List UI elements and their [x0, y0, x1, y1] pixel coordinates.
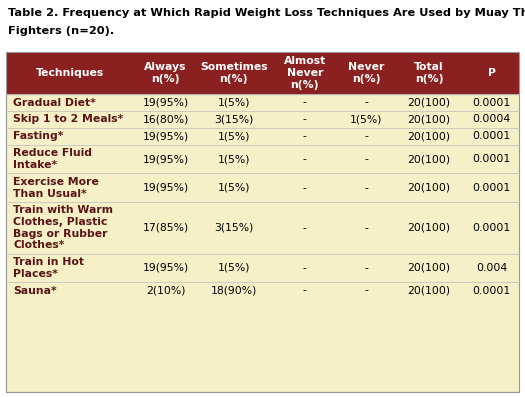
- Text: 19(95%): 19(95%): [142, 183, 189, 193]
- Bar: [6, 52, 519, 392]
- Text: 0.0004: 0.0004: [472, 114, 511, 125]
- Text: 17(85%): 17(85%): [142, 223, 189, 233]
- Text: 1(5%): 1(5%): [217, 263, 250, 273]
- Text: 0.0001: 0.0001: [472, 285, 511, 295]
- Text: Train with Warm
Clothes, Plastic
Bags or Rubber
Clothes*: Train with Warm Clothes, Plastic Bags or…: [13, 205, 113, 250]
- Text: 1(5%): 1(5%): [217, 183, 250, 193]
- Text: Sometimes
n(%): Sometimes n(%): [200, 62, 268, 84]
- Text: P: P: [488, 68, 496, 78]
- Text: 1(5%): 1(5%): [217, 131, 250, 141]
- Text: -: -: [303, 154, 307, 164]
- Text: Gradual Diet*: Gradual Diet*: [13, 98, 96, 108]
- Text: -: -: [303, 98, 307, 108]
- Text: 0.004: 0.004: [476, 263, 507, 273]
- Text: 3(15%): 3(15%): [214, 114, 254, 125]
- Text: Fighters (n=20).: Fighters (n=20).: [8, 26, 114, 36]
- Text: 20(100): 20(100): [407, 223, 450, 233]
- Text: -: -: [303, 263, 307, 273]
- Text: Reduce Fluid
Intake*: Reduce Fluid Intake*: [13, 148, 92, 170]
- Text: Always
n(%): Always n(%): [144, 62, 187, 84]
- Text: Table 2. Frequency at Which Rapid Weight Loss Techniques Are Used by Muay Thai: Table 2. Frequency at Which Rapid Weight…: [8, 8, 525, 18]
- Text: -: -: [364, 285, 368, 295]
- Text: Sauna*: Sauna*: [13, 285, 57, 295]
- Text: 19(95%): 19(95%): [142, 98, 189, 108]
- Text: Skip 1 to 2 Meals*: Skip 1 to 2 Meals*: [13, 114, 123, 125]
- Text: 18(90%): 18(90%): [211, 285, 257, 295]
- Text: 0.0001: 0.0001: [472, 131, 511, 141]
- Text: -: -: [364, 223, 368, 233]
- Text: 2(10%): 2(10%): [146, 285, 185, 295]
- Text: Fasting*: Fasting*: [13, 131, 64, 141]
- Text: 19(95%): 19(95%): [142, 263, 189, 273]
- Text: Techniques: Techniques: [36, 68, 104, 78]
- Text: -: -: [303, 223, 307, 233]
- Text: 20(100): 20(100): [407, 98, 450, 108]
- Text: 20(100): 20(100): [407, 183, 450, 193]
- Text: 19(95%): 19(95%): [142, 131, 189, 141]
- Text: -: -: [303, 285, 307, 295]
- Text: -: -: [303, 114, 307, 125]
- Text: -: -: [364, 131, 368, 141]
- Text: 0.0001: 0.0001: [472, 183, 511, 193]
- Text: Train in Hot
Places*: Train in Hot Places*: [13, 257, 84, 279]
- Text: 20(100): 20(100): [407, 154, 450, 164]
- Text: 19(95%): 19(95%): [142, 154, 189, 164]
- Text: 20(100): 20(100): [407, 131, 450, 141]
- Text: 1(5%): 1(5%): [217, 98, 250, 108]
- Text: 1(5%): 1(5%): [350, 114, 382, 125]
- Text: -: -: [364, 98, 368, 108]
- Text: 20(100): 20(100): [407, 263, 450, 273]
- Text: 3(15%): 3(15%): [214, 223, 254, 233]
- Text: 0.0001: 0.0001: [472, 223, 511, 233]
- Text: Exercise More
Than Usual*: Exercise More Than Usual*: [13, 177, 99, 198]
- Text: -: -: [364, 263, 368, 273]
- Text: 0.0001: 0.0001: [472, 98, 511, 108]
- Text: -: -: [364, 154, 368, 164]
- Text: 20(100): 20(100): [407, 114, 450, 125]
- Text: -: -: [303, 183, 307, 193]
- Text: 20(100): 20(100): [407, 285, 450, 295]
- Text: -: -: [364, 183, 368, 193]
- Text: 16(80%): 16(80%): [142, 114, 189, 125]
- Text: -: -: [303, 131, 307, 141]
- Bar: [6, 94, 519, 392]
- Text: Almost
Never
n(%): Almost Never n(%): [284, 56, 326, 91]
- Text: Total
n(%): Total n(%): [414, 62, 444, 84]
- Text: 0.0001: 0.0001: [472, 154, 511, 164]
- Text: Never
n(%): Never n(%): [348, 62, 384, 84]
- Text: 1(5%): 1(5%): [217, 154, 250, 164]
- Bar: [6, 52, 519, 94]
